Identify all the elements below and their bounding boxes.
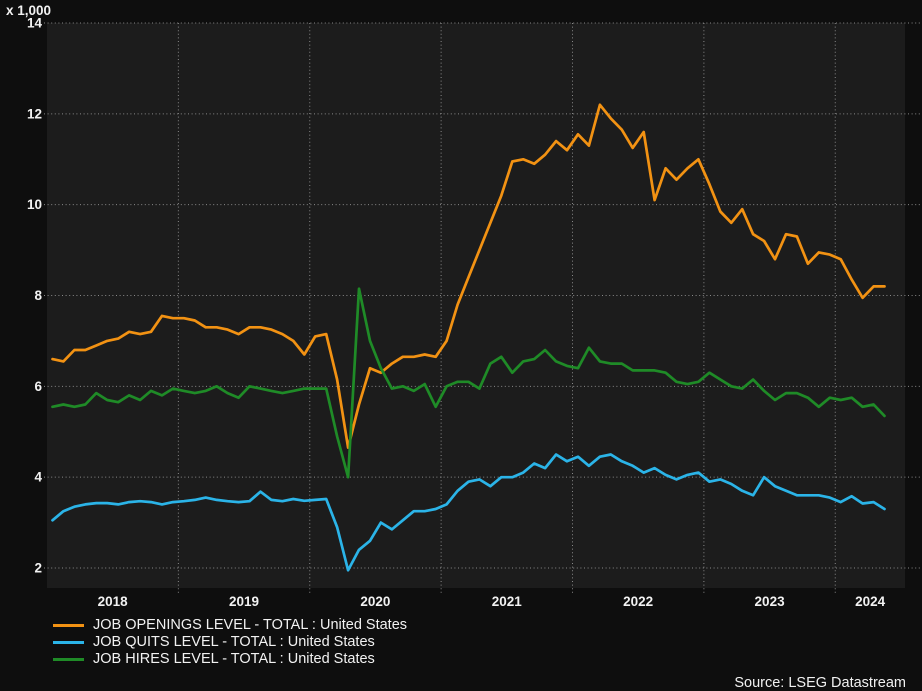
legend-label-hires: JOB HIRES LEVEL - TOTAL : United States <box>93 651 375 668</box>
svg-text:4: 4 <box>34 470 42 485</box>
svg-text:2020: 2020 <box>360 594 390 609</box>
svg-text:2024: 2024 <box>855 594 886 609</box>
legend-item-openings: JOB OPENINGS LEVEL - TOTAL : United Stat… <box>53 617 407 634</box>
svg-text:2019: 2019 <box>229 594 259 609</box>
svg-text:6: 6 <box>34 379 42 394</box>
legend-item-quits: JOB QUITS LEVEL - TOTAL : United States <box>53 634 407 651</box>
legend-item-hires: JOB HIRES LEVEL - TOTAL : United States <box>53 651 407 668</box>
legend-swatch-quits <box>53 640 84 644</box>
legend: JOB OPENINGS LEVEL - TOTAL : United Stat… <box>53 617 407 668</box>
plot-background <box>47 23 905 588</box>
series-line-2 <box>51 287 886 479</box>
svg-text:12: 12 <box>27 106 42 121</box>
svg-text:10: 10 <box>27 197 42 212</box>
svg-text:2022: 2022 <box>623 594 653 609</box>
svg-text:8: 8 <box>34 288 42 303</box>
legend-label-quits: JOB QUITS LEVEL - TOTAL : United States <box>93 634 375 651</box>
y-axis-ticks: 14 12 10 8 6 4 2 <box>27 16 43 576</box>
legend-label-openings: JOB OPENINGS LEVEL - TOTAL : United Stat… <box>93 617 408 634</box>
svg-text:2018: 2018 <box>98 594 129 609</box>
svg-text:2: 2 <box>34 561 42 576</box>
source-attribution: Source: LSEG Datastream <box>734 675 906 691</box>
series-line-0 <box>51 103 886 449</box>
svg-text:2021: 2021 <box>492 594 523 609</box>
legend-swatch-openings <box>53 623 84 627</box>
svg-text:14: 14 <box>27 16 43 31</box>
y-axis-multiplier-label: x 1,000 <box>6 3 52 18</box>
series-line-1 <box>51 453 886 572</box>
legend-swatch-hires <box>53 657 84 661</box>
x-axis-ticks: 2018 2019 2020 2021 2022 2023 2024 <box>98 594 886 609</box>
svg-text:2023: 2023 <box>755 594 786 609</box>
